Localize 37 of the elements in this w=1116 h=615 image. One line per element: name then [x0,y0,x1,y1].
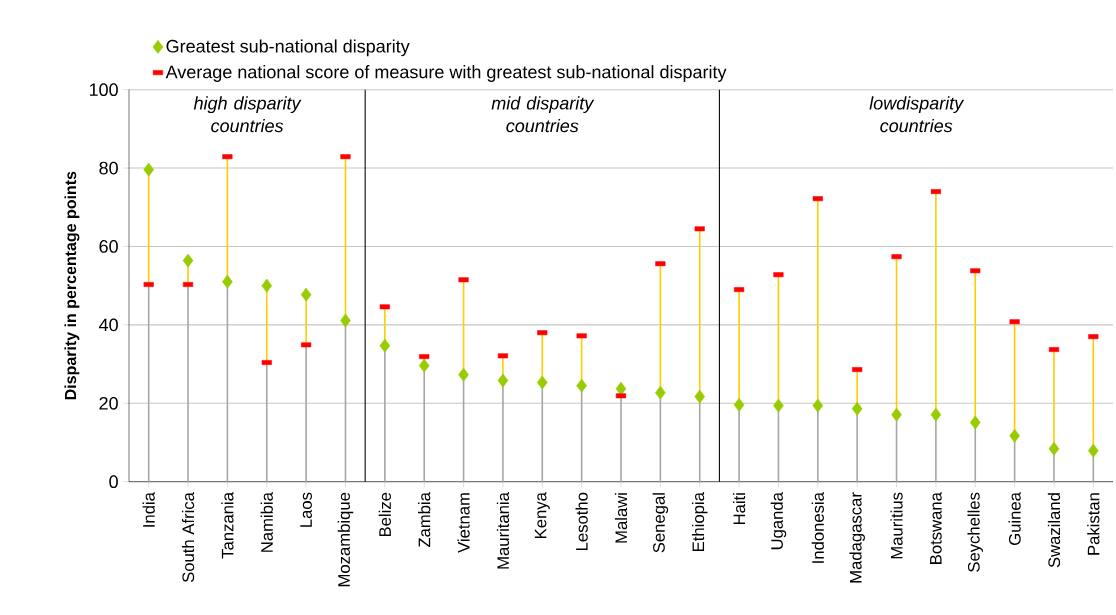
annotation: lowdisparity countries [869,96,965,133]
x-tick-label: Namibia [260,492,273,552]
y-tick-label: 100 [89,83,118,97]
x-tick-label: Lesotho [575,492,588,551]
x-tick-label: South Africa [181,492,195,583]
x-tick-label: Belize [378,492,391,537]
x-tick-label: Vietnam [457,493,470,553]
x-tick-label: Malawi [614,493,628,543]
x-tick-label: Laos [300,492,312,528]
legend-label: Average national score of measure with greatest sub-national disparity [165,65,727,83]
x-tick-label: Pakistan [1087,493,1100,555]
y-tick-label: 60 [99,240,118,253]
x-tick-label: Botswana [930,492,942,565]
x-tick-label: Tanzania [221,492,234,559]
x-tick-label: Mozambique [337,492,354,587]
x-tick-label: Mauritius [890,492,903,559]
x-tick-label: Kenya [534,492,550,539]
x-tick-label: Haiti [732,493,746,525]
y-tick-label: 40 [99,318,118,332]
x-tick-label: Indonesia [811,492,824,563]
x-tick-label: Zambia [418,492,431,548]
x-tick-label: Guinea [1008,492,1021,546]
x-tick-label: Madagascar [849,492,865,583]
x-tick-label: India [142,492,155,527]
legend-label: Greatest sub-national disparity [166,39,410,57]
x-tick-label: Uganda [770,492,787,550]
annotation: mid disparity countries [491,96,595,133]
annotation: high disparity countries [193,96,302,133]
y-tick-label: 0 [109,475,118,489]
x-tick-label: Mauritania [496,492,510,569]
y-tick-label: 80 [99,161,118,175]
x-tick-label: Swaziland [1047,493,1061,568]
y-tick-label: 20 [99,397,118,410]
y-axis-title: Disparity in percentage points [64,171,80,400]
x-tick-label: Seychelles [967,492,984,573]
x-tick-label: Ethiopia [691,492,708,552]
x-tick-label: Senegal [652,493,669,553]
